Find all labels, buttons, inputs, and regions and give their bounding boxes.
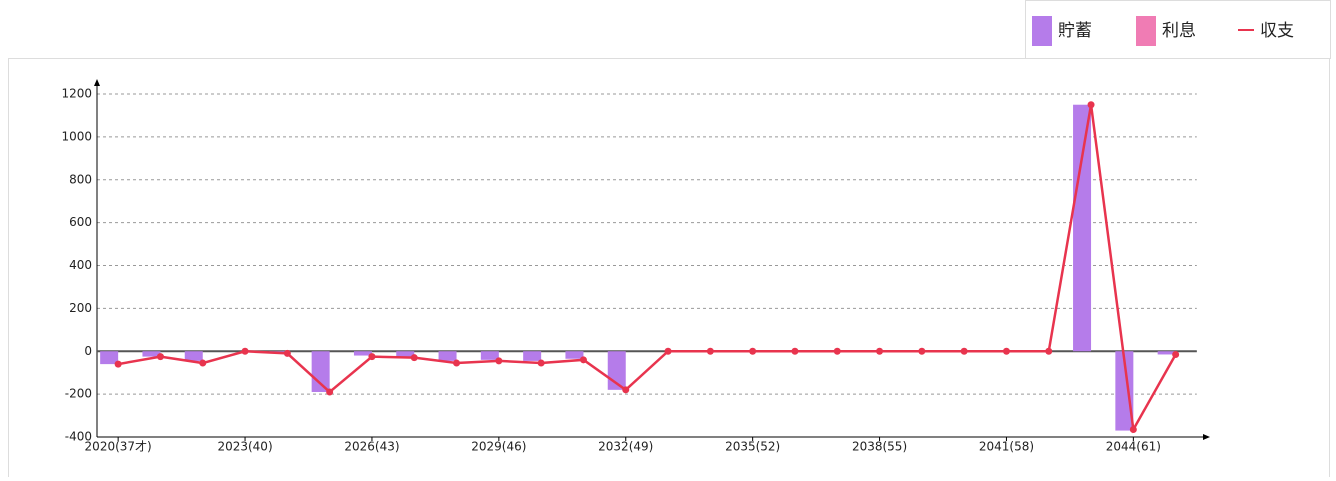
y-tick-label: 800 <box>69 172 92 186</box>
legend-swatch <box>1136 16 1156 46</box>
point <box>833 347 841 355</box>
bar <box>311 351 330 392</box>
bar <box>142 351 161 357</box>
point <box>1002 347 1010 355</box>
y-tick-label: 400 <box>69 258 92 272</box>
bar <box>353 351 372 356</box>
line <box>117 104 1177 434</box>
bar <box>1115 351 1134 431</box>
legend-swatch <box>1032 16 1052 46</box>
point <box>495 357 503 365</box>
x-tick-label: 2038(55) <box>852 440 907 454</box>
bar <box>1073 104 1092 352</box>
point <box>410 354 418 362</box>
bar <box>1157 351 1176 355</box>
point <box>622 386 630 394</box>
bar <box>396 351 415 357</box>
y-tick-label: 1000 <box>61 129 92 143</box>
legend-label: 利息 <box>1162 21 1196 41</box>
bar <box>184 351 203 361</box>
point <box>918 347 926 355</box>
point <box>791 347 799 355</box>
x-tick-label: 2041(58) <box>979 440 1034 454</box>
x-arrow <box>1203 434 1210 440</box>
chart-frame <box>8 58 1330 481</box>
y-tick-label: 600 <box>69 215 92 229</box>
bar <box>523 351 542 361</box>
x-tick-label: 2020(37才) <box>85 440 152 454</box>
bar <box>100 351 119 365</box>
legend-label: 収支 <box>1260 21 1294 41</box>
x-tick-label: 2023(40) <box>217 440 272 454</box>
bar <box>480 351 499 360</box>
point <box>579 356 587 364</box>
point <box>368 353 376 361</box>
legend-box <box>1025 0 1331 59</box>
point <box>283 349 291 357</box>
legend-label: 貯蓄 <box>1058 21 1092 41</box>
point <box>114 360 122 368</box>
bar <box>565 351 584 359</box>
point <box>1045 347 1053 355</box>
x-tick-label: 2035(52) <box>725 440 780 454</box>
point <box>326 388 334 396</box>
point <box>453 359 461 367</box>
y-arrow <box>94 79 100 86</box>
x-tick-label: 2026(43) <box>344 440 399 454</box>
y-tick-label: 1200 <box>61 87 92 101</box>
point <box>241 347 249 355</box>
x-tick-label: 2032(49) <box>598 440 653 454</box>
point <box>537 359 545 367</box>
point <box>876 347 884 355</box>
y-tick-label: -400 <box>65 430 92 444</box>
point <box>664 347 672 355</box>
x-tick-label: 2044(61) <box>1106 440 1161 454</box>
y-tick-label: 0 <box>84 344 92 358</box>
point <box>1172 350 1180 358</box>
point <box>199 359 207 367</box>
point <box>156 353 164 361</box>
point <box>1129 425 1137 433</box>
point <box>749 347 757 355</box>
point <box>960 347 968 355</box>
y-tick-label: 200 <box>69 301 92 315</box>
point <box>1087 101 1095 109</box>
x-tick-label: 2029(46) <box>471 440 526 454</box>
bar <box>438 351 457 361</box>
point <box>706 347 714 355</box>
y-tick-label: -200 <box>65 387 92 401</box>
